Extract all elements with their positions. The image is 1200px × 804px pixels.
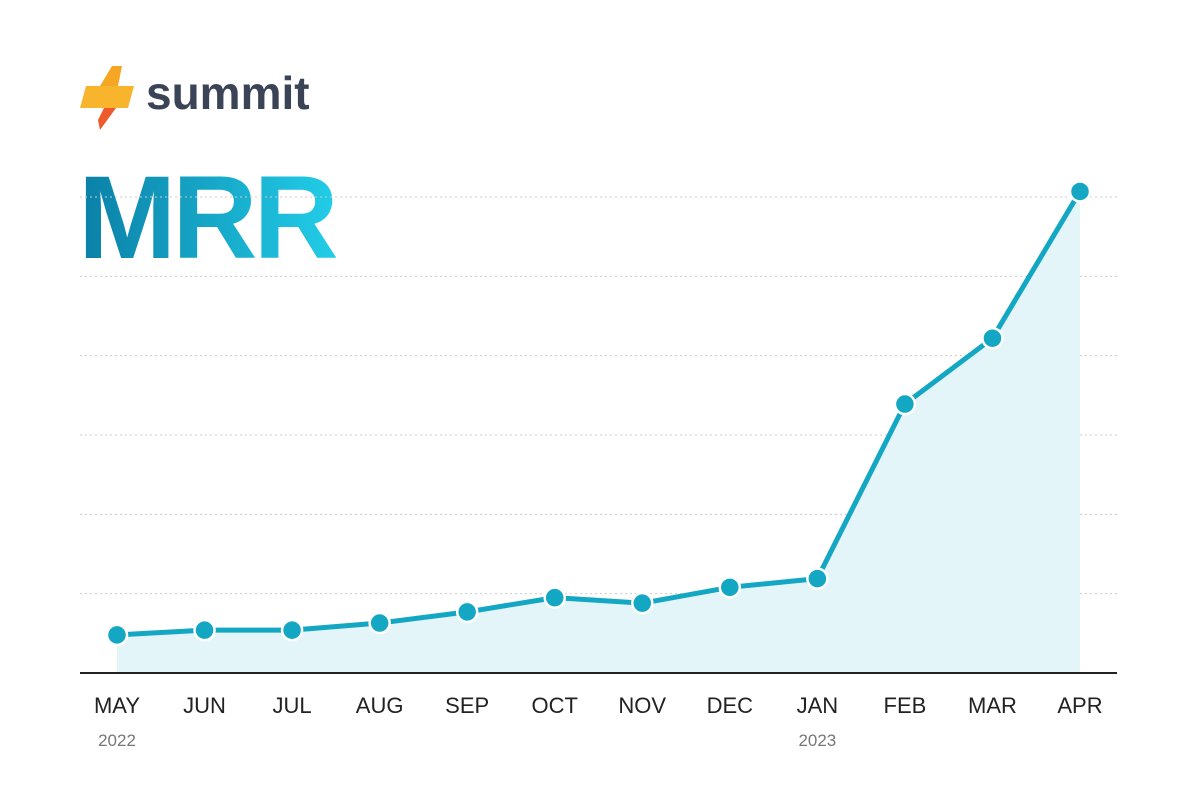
area bbox=[117, 191, 1080, 674]
x-tick-label: SEP bbox=[445, 693, 489, 718]
point bbox=[893, 392, 917, 416]
year-label: 2023 bbox=[798, 731, 836, 750]
point bbox=[981, 326, 1004, 350]
x-tick-label: AUG bbox=[356, 693, 404, 718]
logo-icon bbox=[80, 66, 134, 130]
x-tick-label: OCT bbox=[532, 693, 578, 718]
point bbox=[193, 618, 216, 642]
point bbox=[631, 591, 654, 615]
point bbox=[806, 567, 829, 590]
line bbox=[116, 190, 1083, 638]
x-tick-label: JUL bbox=[273, 693, 312, 718]
x-tick-label: MAR bbox=[968, 693, 1017, 718]
x-tick-label: JAN bbox=[797, 693, 839, 718]
point bbox=[105, 623, 129, 647]
point bbox=[718, 576, 742, 599]
x-tick-label: APR bbox=[1057, 693, 1102, 718]
x-tick-label: JUN bbox=[183, 693, 226, 718]
x-tick-label: DEC bbox=[707, 693, 754, 718]
point bbox=[1068, 180, 1092, 203]
point bbox=[543, 586, 566, 609]
x-tick-label: FEB bbox=[884, 693, 927, 718]
chart-title: MRR bbox=[78, 152, 337, 284]
brand: summit bbox=[146, 67, 310, 119]
x-tick-label: MAY bbox=[94, 693, 140, 718]
year-label: 2022 bbox=[98, 731, 136, 750]
point bbox=[368, 611, 391, 635]
x-tick-label: NOV bbox=[618, 693, 666, 718]
point bbox=[280, 618, 304, 642]
point bbox=[455, 600, 479, 624]
